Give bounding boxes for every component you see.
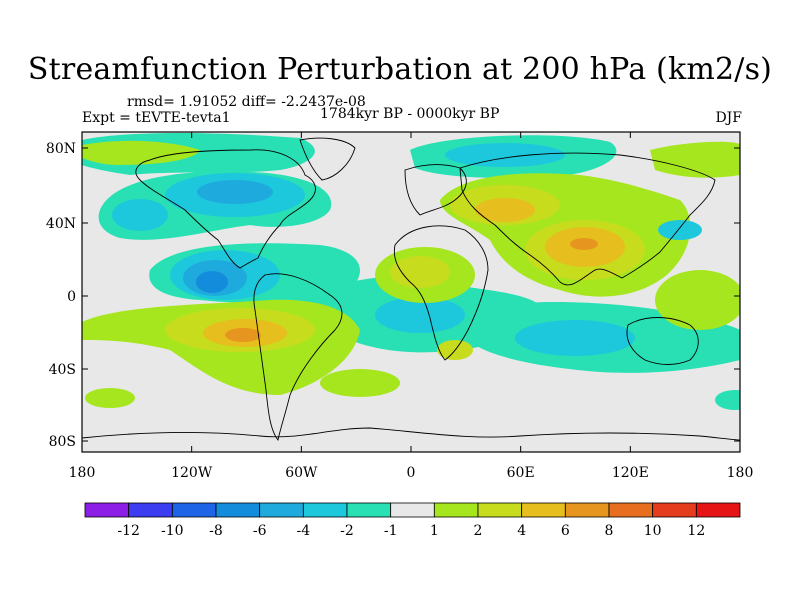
colorbar-label: 8 <box>605 523 614 539</box>
colorbar-label: -4 <box>297 523 311 539</box>
contour-pos-south-west <box>85 388 135 408</box>
colorbar-swatch <box>215 502 261 518</box>
contour-pos-arctic-ne <box>650 141 740 178</box>
lon-label: 60E <box>507 465 535 481</box>
lon-label: 120W <box>171 465 213 481</box>
lat-label: 80N <box>46 141 76 157</box>
contour-pos-south-atl <box>320 369 400 397</box>
experiment-label: Expt = tEVTE-tevta1 <box>82 110 231 126</box>
lat-label: 0 <box>67 289 76 305</box>
colorbar-label: 4 <box>517 523 526 539</box>
colorbar-swatch <box>171 502 217 518</box>
contour-pos-asia-core <box>570 238 598 250</box>
contour-pos-wpacific <box>655 270 740 330</box>
colorbar-swatch <box>652 502 697 518</box>
colorbar-label: -10 <box>161 523 184 539</box>
colorbar-swatch <box>346 502 392 518</box>
coast-greenland <box>299 137 356 181</box>
colorbar-label: -1 <box>384 523 398 539</box>
contour-pos-arctic-west <box>82 140 200 165</box>
colorbar-label: -6 <box>253 523 267 539</box>
contour-pos-spacific-core <box>225 328 261 342</box>
colorbar-swatch <box>608 502 654 518</box>
stats-text: rmsd= 1.91052 diff= -2.2437e-08 <box>127 94 366 110</box>
lon-label: 60W <box>285 465 318 481</box>
coast-antarctica <box>82 427 740 441</box>
field-layer <box>82 132 740 452</box>
colorbar-swatch <box>84 502 130 518</box>
colorbar-swatch <box>433 502 479 518</box>
contour-neg-namerica-core <box>197 180 273 204</box>
period-label: 1784kyr BP - 0000kyr BP <box>320 106 500 122</box>
contour-neg-atlantic-mid <box>375 297 465 333</box>
colorbar-swatch <box>564 502 610 518</box>
contour-neg-npacific-east <box>658 220 702 240</box>
coast-asia <box>459 152 716 286</box>
lat-label: 40S <box>49 362 76 378</box>
axis-ticks: 80N 40N 0 40S 80S 180 120W 60W 0 60E 120E 180 <box>46 132 753 481</box>
contour-neg-south-east <box>715 390 740 410</box>
lon-label: 180 <box>727 465 754 481</box>
colorbar-swatch <box>521 502 566 518</box>
coast-north-america <box>135 149 316 269</box>
colorbar-label: 12 <box>687 523 705 539</box>
contour-neg-arctic-east-core <box>445 143 565 167</box>
coast-south-america <box>253 273 343 442</box>
season-label: DJF <box>715 110 742 126</box>
colorbar-label: -8 <box>209 523 223 539</box>
contour-neg-tropics-core <box>196 271 228 293</box>
lat-label: 80S <box>49 434 76 450</box>
colorbar-label: 6 <box>561 523 570 539</box>
contour-pos-europe <box>475 198 535 222</box>
contour-neg-indian-core <box>515 320 635 356</box>
coast-europe <box>404 164 467 216</box>
colorbar-label: 10 <box>644 523 662 539</box>
coast-australia <box>626 317 699 365</box>
lon-label: 120E <box>612 465 649 481</box>
colorbar-swatch <box>128 502 173 518</box>
colorbar-swatch <box>302 502 348 518</box>
colorbar: -12 -10 -8 -6 -4 -2 -1 1 2 4 6 8 10 12 <box>84 502 741 539</box>
contour-pos-africa-core <box>390 256 450 288</box>
colorbar-swatch <box>390 502 435 518</box>
colorbar-swatch <box>477 502 523 518</box>
chart-title: Streamfunction Perturbation at 200 hPa (… <box>27 52 773 87</box>
colorbar-swatch <box>259 502 304 518</box>
colorbar-swatch <box>695 502 741 518</box>
coastlines <box>82 137 740 442</box>
colorbar-label: -12 <box>117 523 140 539</box>
lon-label: 0 <box>407 465 416 481</box>
lat-label: 40N <box>46 216 76 232</box>
colorbar-label: 2 <box>474 523 483 539</box>
colorbar-label: -2 <box>340 523 354 539</box>
contour-neg-pacific-west <box>112 199 168 231</box>
lon-label: 180 <box>69 465 96 481</box>
coast-africa <box>393 225 489 361</box>
colorbar-label: 1 <box>430 523 439 539</box>
